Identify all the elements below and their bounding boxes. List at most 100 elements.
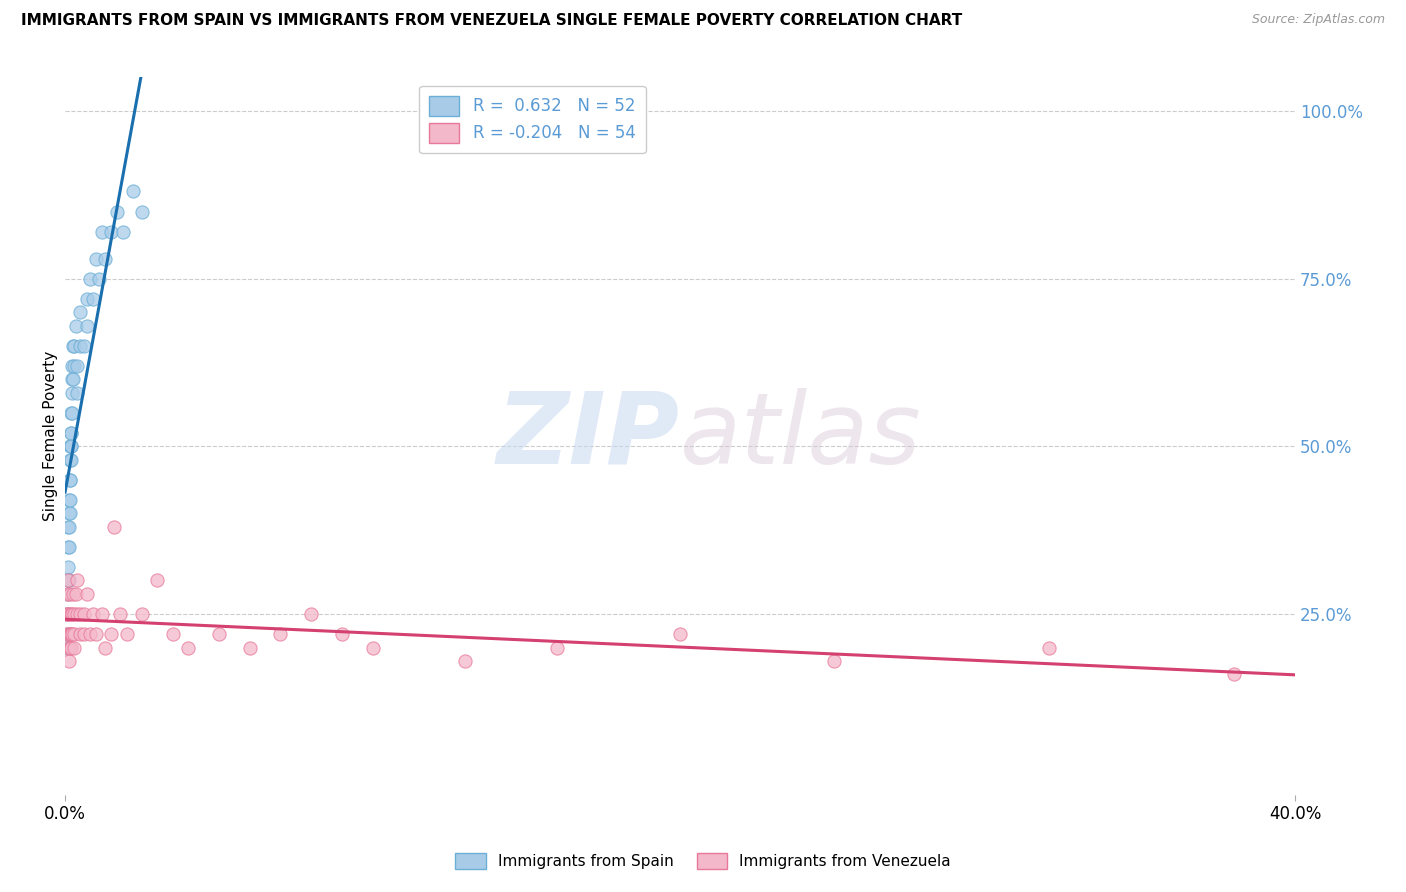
Point bbox=[146, 574, 169, 588]
Point bbox=[72, 339, 94, 353]
Point bbox=[60, 640, 83, 655]
Point bbox=[59, 425, 82, 440]
Point bbox=[60, 607, 83, 621]
Point bbox=[84, 252, 107, 266]
Point bbox=[1038, 640, 1060, 655]
Point bbox=[82, 607, 104, 621]
Point bbox=[131, 607, 153, 621]
Point bbox=[91, 225, 114, 239]
Point bbox=[131, 204, 153, 219]
Point bbox=[58, 540, 80, 554]
Point bbox=[269, 627, 291, 641]
Point bbox=[59, 439, 82, 453]
Point bbox=[87, 271, 110, 285]
Point bbox=[65, 587, 87, 601]
Text: ZIP: ZIP bbox=[498, 388, 681, 484]
Point bbox=[76, 292, 98, 306]
Point bbox=[72, 627, 94, 641]
Point bbox=[62, 587, 84, 601]
Point bbox=[55, 627, 77, 641]
Point bbox=[69, 627, 91, 641]
Point bbox=[60, 406, 83, 420]
Point bbox=[56, 607, 79, 621]
Text: Source: ZipAtlas.com: Source: ZipAtlas.com bbox=[1251, 13, 1385, 27]
Point bbox=[58, 492, 80, 507]
Point bbox=[55, 627, 77, 641]
Point bbox=[299, 607, 322, 621]
Point bbox=[59, 587, 82, 601]
Point bbox=[330, 627, 353, 641]
Point bbox=[66, 607, 89, 621]
Point bbox=[121, 185, 143, 199]
Point bbox=[60, 607, 83, 621]
Point bbox=[59, 473, 82, 487]
Point bbox=[60, 627, 83, 641]
Point bbox=[56, 640, 79, 655]
Point bbox=[63, 640, 86, 655]
Point bbox=[66, 385, 89, 400]
Point bbox=[105, 204, 128, 219]
Point bbox=[76, 587, 98, 601]
Point bbox=[1222, 667, 1244, 681]
Point bbox=[76, 318, 98, 333]
Point bbox=[56, 540, 79, 554]
Point bbox=[112, 225, 135, 239]
Point bbox=[56, 640, 79, 655]
Point bbox=[546, 640, 568, 655]
Point bbox=[100, 627, 122, 641]
Point bbox=[62, 359, 84, 373]
Point bbox=[60, 439, 83, 453]
Point bbox=[59, 627, 82, 641]
Point bbox=[823, 654, 845, 668]
Point bbox=[91, 607, 114, 621]
Point bbox=[60, 425, 83, 440]
Y-axis label: Single Female Poverty: Single Female Poverty bbox=[44, 351, 58, 522]
Point bbox=[63, 607, 86, 621]
Point bbox=[63, 339, 86, 353]
Point bbox=[59, 492, 82, 507]
Point bbox=[100, 225, 122, 239]
Point bbox=[56, 574, 79, 588]
Point bbox=[58, 607, 80, 621]
Point bbox=[361, 640, 384, 655]
Point bbox=[94, 252, 117, 266]
Point bbox=[59, 452, 82, 467]
Point bbox=[69, 305, 91, 319]
Point bbox=[454, 654, 477, 668]
Legend: Immigrants from Spain, Immigrants from Venezuela: Immigrants from Spain, Immigrants from V… bbox=[449, 847, 957, 875]
Point bbox=[115, 627, 138, 641]
Point bbox=[58, 654, 80, 668]
Point bbox=[238, 640, 260, 655]
Point bbox=[56, 574, 79, 588]
Point bbox=[110, 607, 132, 621]
Point bbox=[84, 627, 107, 641]
Point bbox=[56, 560, 79, 574]
Point bbox=[56, 587, 79, 601]
Point bbox=[669, 627, 692, 641]
Text: IMMIGRANTS FROM SPAIN VS IMMIGRANTS FROM VENEZUELA SINGLE FEMALE POVERTY CORRELA: IMMIGRANTS FROM SPAIN VS IMMIGRANTS FROM… bbox=[21, 13, 962, 29]
Point bbox=[55, 607, 77, 621]
Point bbox=[208, 627, 231, 641]
Text: atlas: atlas bbox=[681, 388, 922, 484]
Point bbox=[60, 406, 83, 420]
Point bbox=[58, 520, 80, 534]
Point bbox=[63, 359, 86, 373]
Legend: R =  0.632   N = 52, R = -0.204   N = 54: R = 0.632 N = 52, R = -0.204 N = 54 bbox=[419, 86, 645, 153]
Point bbox=[58, 574, 80, 588]
Point bbox=[79, 627, 101, 641]
Point bbox=[59, 473, 82, 487]
Point bbox=[66, 574, 89, 588]
Point bbox=[62, 339, 84, 353]
Point bbox=[59, 439, 82, 453]
Point bbox=[56, 520, 79, 534]
Point bbox=[66, 359, 89, 373]
Point bbox=[69, 607, 91, 621]
Point bbox=[59, 507, 82, 521]
Point bbox=[56, 607, 79, 621]
Point bbox=[82, 292, 104, 306]
Point bbox=[63, 627, 86, 641]
Point bbox=[94, 640, 117, 655]
Point bbox=[62, 372, 84, 386]
Point bbox=[59, 627, 82, 641]
Point bbox=[60, 385, 83, 400]
